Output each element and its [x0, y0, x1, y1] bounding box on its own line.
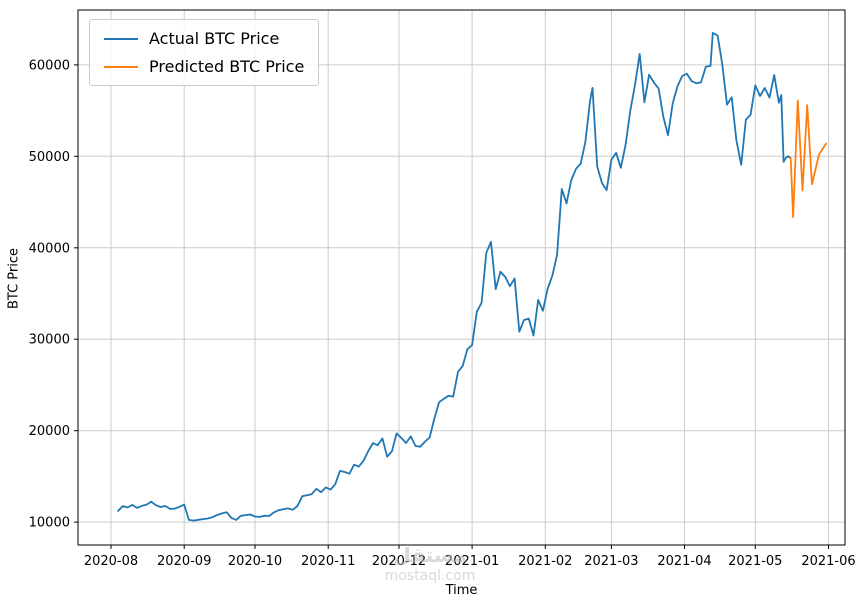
predicted-line-sample [104, 65, 138, 68]
actual-line-sample [104, 37, 138, 40]
x-tick-label: 2020-12 [372, 554, 426, 569]
x-tick-label: 2021-04 [657, 554, 711, 569]
x-tick-label: 2020-11 [301, 554, 355, 569]
x-tick-label: 2020-09 [157, 554, 211, 569]
legend-item-predicted: Predicted BTC Price [104, 57, 304, 76]
x-tick-label: 2021-06 [801, 554, 855, 569]
y-tick-label: 10000 [29, 516, 70, 531]
legend-label-predicted: Predicted BTC Price [149, 57, 305, 76]
y-tick-label: 40000 [29, 241, 70, 256]
series-line-actual [117, 32, 792, 522]
x-tick-label: 2021-01 [445, 554, 499, 569]
x-axis-label: Time [445, 583, 478, 598]
y-tick-label: 60000 [29, 58, 70, 73]
legend-label-actual: Actual BTC Price [149, 29, 280, 48]
x-tick-label: 2020-08 [84, 554, 138, 569]
y-axis-label: BTC Price [6, 247, 22, 310]
y-tick-label: 20000 [29, 424, 70, 439]
x-tick-label: 2020-10 [228, 554, 282, 569]
legend: Actual BTC Price Predicted BTC Price [89, 19, 320, 86]
y-tick-label: 50000 [29, 150, 70, 165]
series-line-predicted [789, 99, 827, 219]
watermark-latin: mostaql.com [384, 568, 476, 584]
y-tick-label: 30000 [29, 333, 70, 348]
x-tick-label: 2021-05 [728, 554, 782, 569]
watermark-arabic: مستقل [393, 543, 467, 567]
x-tick-label: 2021-02 [518, 554, 572, 569]
legend-item-actual: Actual BTC Price [104, 29, 304, 48]
plot-border [77, 9, 846, 546]
x-tick-label: 2021-03 [584, 554, 638, 569]
